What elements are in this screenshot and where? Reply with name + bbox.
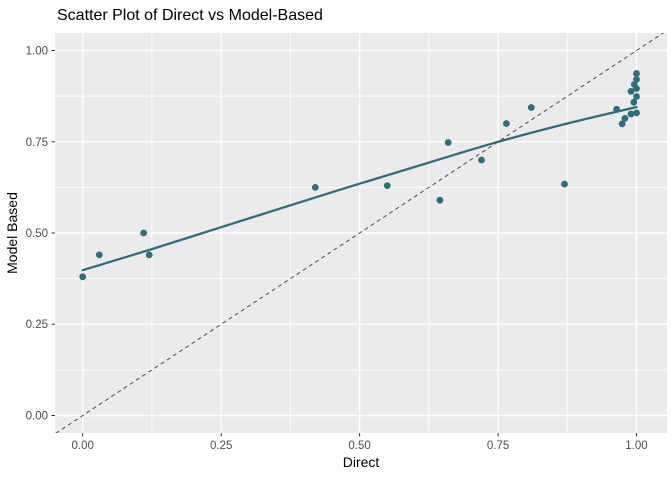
data-point [444,139,452,146]
data-point [561,180,568,188]
y-tick-label: 0.50 [26,228,48,240]
data-point [613,105,620,113]
y-tick-label: 0.00 [26,411,48,423]
y-axis-title: Model Based [4,192,20,274]
y-tick-label: 0.75 [26,137,48,149]
y-tick-label: 0.25 [26,319,48,331]
data-point [79,273,87,281]
loess-fit-line [81,105,638,272]
y-equals-x-dashed-line [55,33,665,433]
x-tick-label: 1.00 [625,440,647,452]
data-point [478,156,485,164]
x-tick-label: 0.75 [487,440,509,452]
data-point [633,76,640,83]
data-point [633,109,640,117]
data-point [503,120,510,127]
data-point [630,98,638,106]
x-tick-label: 0.00 [72,440,94,452]
data-point [633,93,640,100]
data-point [618,120,626,128]
data-point [145,251,153,259]
x-axis-title: Direct [342,454,380,470]
data-point [627,110,635,118]
data-point [311,184,319,191]
y-axis-title-wrap: Model Based [2,33,22,433]
x-tick-label: 0.50 [348,440,370,452]
data-point [627,88,635,95]
data-point [383,182,391,190]
data-point [140,229,148,237]
plot-title: Scatter Plot of Direct vs Model-Based [57,7,323,24]
data-point [527,104,535,111]
data-point [630,81,638,88]
y-tick-label: 1.00 [26,46,48,58]
x-tick-label: 0.25 [210,440,232,452]
data-point [633,70,640,77]
data-point [436,196,444,204]
data-point [95,251,103,259]
data-point [621,115,629,122]
